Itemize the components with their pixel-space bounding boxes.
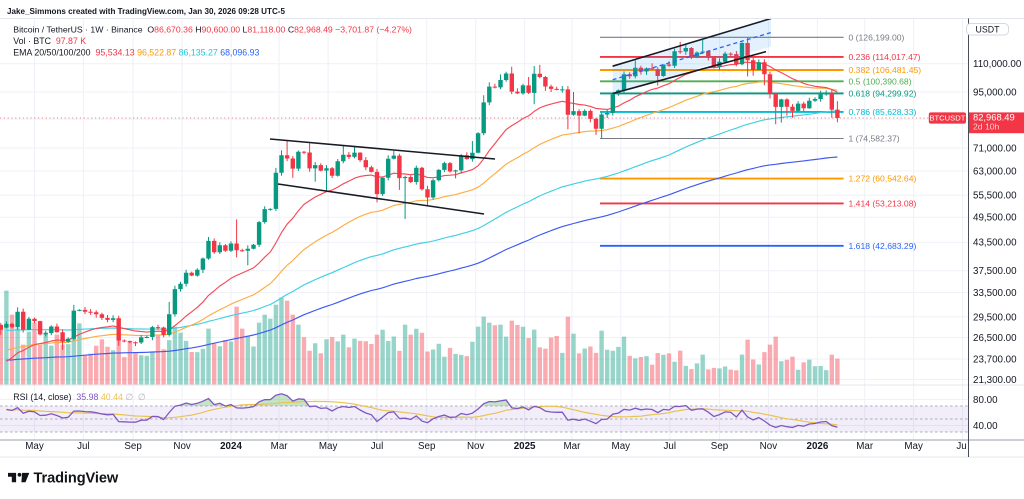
svg-text:Sep: Sep xyxy=(124,441,142,452)
svg-text:USDT: USDT xyxy=(976,24,1001,34)
svg-text:33,500.00: 33,500.00 xyxy=(973,288,1017,299)
svg-text:43,500.00: 43,500.00 xyxy=(973,238,1017,249)
svg-text:1.272 (60,542.64): 1.272 (60,542.64) xyxy=(849,174,917,184)
svg-text:0.618 (94,299.92): 0.618 (94,299.92) xyxy=(849,88,917,98)
svg-text:40.00: 40.00 xyxy=(973,421,998,432)
svg-text:Nov: Nov xyxy=(760,441,778,452)
svg-text:0.786 (85,628.33): 0.786 (85,628.33) xyxy=(849,107,917,117)
svg-text:BTCUSDT: BTCUSDT xyxy=(929,113,965,122)
svg-text:EMA 20/50/100/200 95,534.13 9: EMA 20/50/100/200 95,534.13 96,522.87 86… xyxy=(13,48,259,58)
svg-text:29,500.00: 29,500.00 xyxy=(973,312,1017,323)
svg-text:49,500.00: 49,500.00 xyxy=(973,213,1017,224)
svg-text:82,968.49: 82,968.49 xyxy=(973,111,1015,122)
svg-text:37,500.00: 37,500.00 xyxy=(973,266,1017,277)
svg-text:23,700.00: 23,700.00 xyxy=(973,354,1017,365)
svg-text:2026: 2026 xyxy=(807,441,829,452)
svg-text:1.414 (53,213.08): 1.414 (53,213.08) xyxy=(849,198,917,208)
svg-text:80.00: 80.00 xyxy=(973,395,998,406)
svg-text:May: May xyxy=(904,441,923,452)
svg-text:Nov: Nov xyxy=(173,441,191,452)
svg-text:71,000.00: 71,000.00 xyxy=(973,143,1017,154)
svg-text:0.382 (106,481.45): 0.382 (106,481.45) xyxy=(849,65,922,75)
svg-text:May: May xyxy=(612,441,631,452)
svg-text:110,000.00: 110,000.00 xyxy=(973,59,1022,70)
svg-text:Jul: Jul xyxy=(77,441,90,452)
svg-text:Jul: Jul xyxy=(956,441,969,452)
svg-text:55,500.00: 55,500.00 xyxy=(973,191,1017,202)
svg-text:0.5 (100,390.68): 0.5 (100,390.68) xyxy=(849,76,912,86)
svg-text:1 (74,582.37): 1 (74,582.37) xyxy=(849,134,900,144)
svg-text:Mar: Mar xyxy=(271,441,289,452)
svg-text:Jul: Jul xyxy=(371,441,384,452)
svg-text:2024: 2024 xyxy=(220,441,242,452)
svg-text:Sep: Sep xyxy=(711,441,729,452)
svg-text:Jake_Simmons created with Trad: Jake_Simmons created with TradingView.co… xyxy=(7,7,286,16)
svg-text:Nov: Nov xyxy=(467,441,485,452)
svg-text:0.236 (114,017.47): 0.236 (114,017.47) xyxy=(849,52,921,62)
svg-text:26,500.00: 26,500.00 xyxy=(973,333,1017,344)
svg-text:63,000.00: 63,000.00 xyxy=(973,166,1017,177)
svg-text:2025: 2025 xyxy=(514,441,536,452)
svg-text:May: May xyxy=(319,441,338,452)
svg-text:0 (126,199.00): 0 (126,199.00) xyxy=(849,32,905,42)
svg-text:95,000.00: 95,000.00 xyxy=(973,87,1017,98)
svg-text:Sep: Sep xyxy=(418,441,436,452)
svg-text:TradingView: TradingView xyxy=(34,471,119,487)
svg-text:2d 10h: 2d 10h xyxy=(973,121,1000,131)
svg-text:RSI (14, close) 35.98 40.44 ∅: RSI (14, close) 35.98 40.44 ∅ ∅ xyxy=(13,392,146,402)
svg-text:May: May xyxy=(25,441,44,452)
svg-text:Bitcoin / TetherUS · 1W · Bina: Bitcoin / TetherUS · 1W · Binance O86,67… xyxy=(13,24,412,34)
svg-text:Mar: Mar xyxy=(563,441,581,452)
svg-text:Mar: Mar xyxy=(856,441,874,452)
svg-text:Vol · BTC 97.87 K: Vol · BTC 97.87 K xyxy=(13,36,86,46)
svg-text:21,300.00: 21,300.00 xyxy=(973,375,1017,386)
svg-text:Jul: Jul xyxy=(664,441,677,452)
svg-text:1.618 (42,683.29): 1.618 (42,683.29) xyxy=(849,241,917,251)
